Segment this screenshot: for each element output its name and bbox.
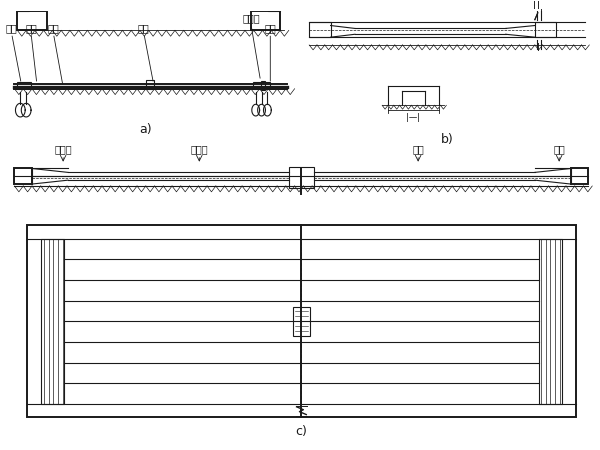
Bar xyxy=(17,11,47,31)
Bar xyxy=(535,22,556,37)
Text: I: I xyxy=(540,9,542,19)
Text: 力筋: 力筋 xyxy=(47,23,59,33)
Text: I: I xyxy=(538,1,540,11)
Text: I: I xyxy=(538,43,540,53)
Bar xyxy=(293,306,310,336)
Text: 底板: 底板 xyxy=(412,144,424,154)
Bar xyxy=(539,238,562,404)
Bar xyxy=(14,168,32,184)
Bar xyxy=(268,3,280,11)
Bar xyxy=(259,0,280,3)
Text: 夹具: 夹具 xyxy=(265,23,276,33)
Bar xyxy=(309,22,331,37)
Bar xyxy=(260,81,265,90)
Bar xyxy=(17,0,39,3)
Text: 定位板: 定位板 xyxy=(242,14,260,23)
Bar xyxy=(17,3,29,11)
Text: b): b) xyxy=(441,133,454,146)
Text: a): a) xyxy=(139,123,152,136)
Text: 支架: 支架 xyxy=(25,23,37,33)
Text: I: I xyxy=(533,1,536,11)
Bar xyxy=(41,238,64,404)
Bar xyxy=(146,80,154,89)
Bar xyxy=(571,168,589,184)
Bar xyxy=(27,225,575,418)
Bar xyxy=(289,166,314,188)
Text: 承力架: 承力架 xyxy=(190,144,208,154)
Text: 横架: 横架 xyxy=(553,144,565,154)
Text: 定位板: 定位板 xyxy=(55,144,72,154)
Text: 台面: 台面 xyxy=(138,23,150,33)
Text: c): c) xyxy=(295,425,307,437)
Text: 横架: 横架 xyxy=(5,23,17,33)
Text: |—|: |—| xyxy=(406,113,421,122)
Bar xyxy=(253,82,270,89)
Bar xyxy=(17,82,31,89)
Bar xyxy=(251,11,280,31)
